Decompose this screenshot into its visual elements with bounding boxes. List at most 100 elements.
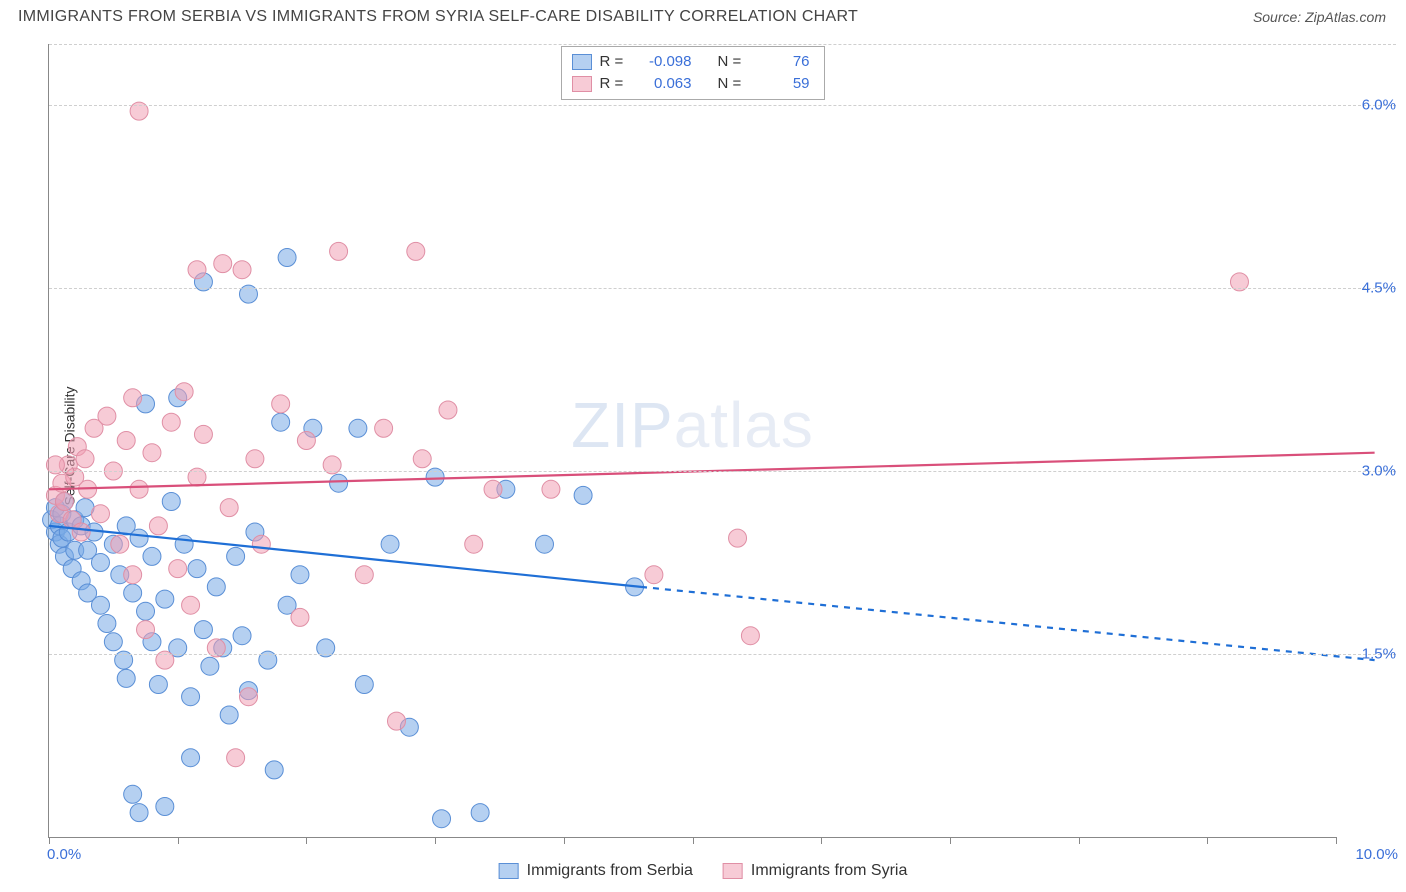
point-syria <box>227 749 245 767</box>
point-syria <box>182 596 200 614</box>
point-serbia <box>471 804 489 822</box>
point-serbia <box>433 810 451 828</box>
point-syria <box>330 242 348 260</box>
plot-svg <box>49 44 1336 837</box>
point-serbia <box>291 566 309 584</box>
serbia-swatch-icon <box>499 863 519 879</box>
r-value: -0.098 <box>636 51 692 73</box>
point-serbia <box>117 669 135 687</box>
point-syria <box>291 608 309 626</box>
point-serbia <box>175 535 193 553</box>
point-serbia <box>91 596 109 614</box>
x-tick <box>564 837 565 844</box>
point-syria <box>130 480 148 498</box>
point-syria <box>439 401 457 419</box>
point-syria <box>246 450 264 468</box>
point-syria <box>407 242 425 260</box>
trend-serbia-ext <box>641 587 1375 660</box>
point-syria <box>465 535 483 553</box>
point-serbia <box>130 529 148 547</box>
point-serbia <box>278 249 296 267</box>
point-syria <box>98 407 116 425</box>
point-serbia <box>207 578 225 596</box>
point-syria <box>124 389 142 407</box>
point-serbia <box>98 615 116 633</box>
y-tick-label: 1.5% <box>1342 646 1396 663</box>
point-syria <box>375 419 393 437</box>
point-serbia <box>574 486 592 504</box>
point-serbia <box>188 560 206 578</box>
point-syria <box>233 261 251 279</box>
gridline <box>49 654 1396 655</box>
x-tick <box>1336 837 1337 844</box>
legend-label: Immigrants from Syria <box>751 862 907 880</box>
point-serbia <box>182 688 200 706</box>
point-syria <box>355 566 373 584</box>
chart-area: R =-0.098N =76R = 0.063N =59 ZIPatlas 0.… <box>48 44 1336 838</box>
point-syria <box>214 255 232 273</box>
point-syria <box>272 395 290 413</box>
point-syria <box>111 535 129 553</box>
point-serbia <box>156 590 174 608</box>
point-syria <box>188 261 206 279</box>
point-serbia <box>91 554 109 572</box>
legend-label: Immigrants from Serbia <box>527 862 693 880</box>
point-syria <box>297 432 315 450</box>
x-tick <box>1079 837 1080 844</box>
y-tick-label: 6.0% <box>1342 97 1396 114</box>
point-serbia <box>233 627 251 645</box>
point-syria <box>143 444 161 462</box>
point-syria <box>542 480 560 498</box>
n-value: 59 <box>754 73 810 95</box>
point-syria <box>741 627 759 645</box>
point-serbia <box>330 474 348 492</box>
n-value: 76 <box>754 51 810 73</box>
point-syria <box>729 529 747 547</box>
y-tick-label: 4.5% <box>1342 280 1396 297</box>
r-label: R = <box>600 73 628 95</box>
gridline <box>49 288 1396 289</box>
x-tick <box>693 837 694 844</box>
point-serbia <box>201 657 219 675</box>
x-tick <box>435 837 436 844</box>
point-syria <box>169 560 187 578</box>
point-syria <box>55 493 73 511</box>
point-serbia <box>220 706 238 724</box>
point-serbia <box>124 584 142 602</box>
point-syria <box>76 450 94 468</box>
point-serbia <box>272 413 290 431</box>
point-serbia <box>162 493 180 511</box>
point-serbia <box>149 676 167 694</box>
point-syria <box>149 517 167 535</box>
r-label: R = <box>600 51 628 73</box>
stats-row: R = 0.063N =59 <box>572 73 810 95</box>
x-origin-label: 0.0% <box>47 846 81 863</box>
serbia-swatch-icon <box>572 54 592 70</box>
point-syria <box>124 566 142 584</box>
x-tick <box>49 837 50 844</box>
point-serbia <box>182 749 200 767</box>
stats-legend: R = -0.098 N = 76R = 0.063N =59 <box>561 46 825 100</box>
chart-title: IMMIGRANTS FROM SERBIA VS IMMIGRANTS FRO… <box>18 8 858 26</box>
point-serbia <box>227 547 245 565</box>
point-serbia <box>130 804 148 822</box>
n-label: N = <box>718 51 746 73</box>
point-serbia <box>349 419 367 437</box>
point-syria <box>162 413 180 431</box>
point-serbia <box>124 785 142 803</box>
stats-row: R = -0.098 N = 76 <box>572 51 810 73</box>
point-syria <box>220 499 238 517</box>
y-tick-label: 3.0% <box>1342 463 1396 480</box>
point-serbia <box>535 535 553 553</box>
point-syria <box>194 425 212 443</box>
point-serbia <box>137 602 155 620</box>
point-serbia <box>194 621 212 639</box>
legend-item: Immigrants from Serbia <box>499 862 693 880</box>
point-syria <box>239 688 257 706</box>
gridline <box>49 471 1396 472</box>
r-value: 0.063 <box>636 73 692 95</box>
x-tick <box>178 837 179 844</box>
point-serbia <box>265 761 283 779</box>
point-serbia <box>381 535 399 553</box>
point-syria <box>252 535 270 553</box>
